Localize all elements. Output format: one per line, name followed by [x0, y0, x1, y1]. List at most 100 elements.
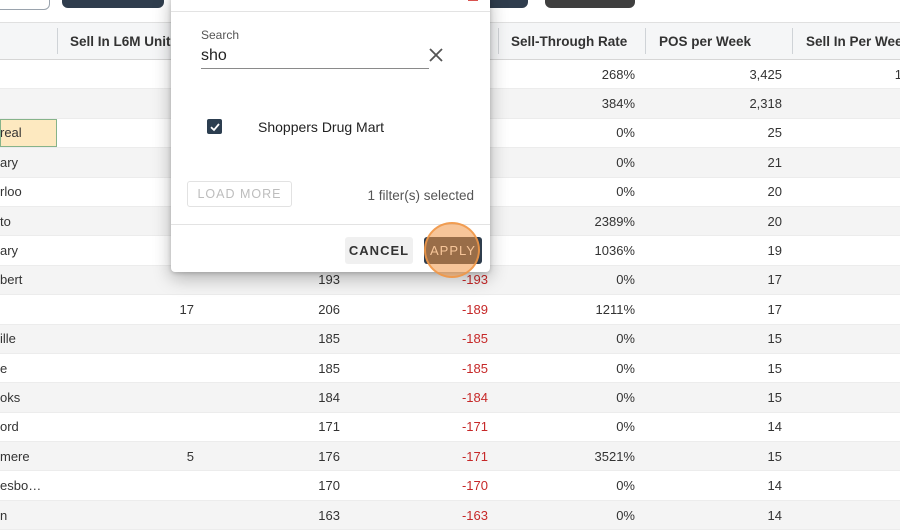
cell-sell-in-l6m-units[interactable]: 193	[318, 272, 340, 288]
row-name-cell[interactable]: ille	[0, 331, 16, 347]
header-pos-per-week[interactable]: POS per Week	[659, 33, 752, 49]
cell-pos-per-week[interactable]: 19	[767, 243, 782, 259]
row-name-cell[interactable]: bert	[0, 272, 23, 288]
cell-sell-in-per-week[interactable]: 1	[894, 66, 900, 82]
row-name-cell[interactable]: real	[0, 118, 57, 148]
cell-variance[interactable]: -163	[461, 507, 488, 523]
cell-sell-in-l6m-units[interactable]: 184	[318, 389, 340, 405]
filter-count: 1 filter(s) selected	[367, 188, 474, 203]
row-name-cell[interactable]: to	[0, 213, 11, 229]
header-separator	[792, 28, 793, 54]
cell-col-a[interactable]: 5	[186, 448, 194, 464]
cell-col-a[interactable]: 17	[179, 301, 194, 317]
load-more-button[interactable]: LOAD MORE	[187, 181, 292, 207]
row-name-cell[interactable]: ord	[0, 419, 19, 435]
toolbar-button-primary[interactable]	[62, 0, 164, 8]
row-name-cell[interactable]: esbo…	[0, 478, 42, 494]
cell-pos-per-week[interactable]: 15	[767, 331, 782, 347]
table-row[interactable]: ille 185 -185 0% 15	[0, 324, 900, 354]
filter-dialog: Search Shoppers Drug Mart LOAD MORE 1 fi…	[171, 0, 490, 272]
row-name-cell[interactable]: rloo	[0, 184, 22, 200]
cell-pos-per-week[interactable]: 17	[767, 301, 782, 317]
row-name-cell[interactable]	[0, 60, 57, 88]
row-name-cell[interactable]	[0, 295, 57, 323]
header-separator	[57, 28, 58, 54]
row-name-cell[interactable]: e	[0, 360, 8, 376]
cell-pos-per-week[interactable]: 14	[767, 478, 782, 494]
cell-sell-through-rate[interactable]: 0%	[616, 272, 635, 288]
option-checkbox[interactable]	[207, 119, 222, 134]
cell-pos-per-week[interactable]: 25	[767, 125, 782, 141]
table-row[interactable]: ord 171 -171 0% 14	[0, 413, 900, 443]
table-row[interactable]: mere 5 176 -171 3521% 15	[0, 442, 900, 472]
cell-pos-per-week[interactable]: 21	[767, 154, 782, 170]
cell-pos-per-week[interactable]: 15	[767, 448, 782, 464]
cell-variance[interactable]: -171	[461, 448, 488, 464]
cell-sell-through-rate[interactable]: 3521%	[594, 448, 635, 464]
cell-variance[interactable]: -170	[461, 478, 488, 494]
table-row[interactable]: esbo… 170 -170 0% 14	[0, 471, 900, 501]
cell-sell-through-rate[interactable]: 0%	[616, 478, 635, 494]
row-name-cell[interactable]: n	[0, 507, 8, 523]
cell-sell-through-rate[interactable]: 0%	[616, 184, 635, 200]
cell-pos-per-week[interactable]: 17	[767, 272, 782, 288]
search-label: Search	[201, 28, 240, 42]
close-icon[interactable]	[468, 0, 478, 1]
header-sell-in-l6m-units[interactable]: Sell In L6M Units	[70, 33, 179, 49]
cell-sell-through-rate[interactable]: 268%	[601, 66, 635, 82]
cell-pos-per-week[interactable]: 14	[767, 419, 782, 435]
row-name-cell[interactable]: oks	[0, 389, 21, 405]
cell-sell-in-l6m-units[interactable]: 176	[318, 448, 340, 464]
cell-sell-through-rate[interactable]: 0%	[616, 331, 635, 347]
cell-variance[interactable]: -189	[461, 301, 488, 317]
cell-sell-through-rate[interactable]: 0%	[616, 389, 635, 405]
cancel-button[interactable]: CANCEL	[345, 237, 413, 264]
apply-button[interactable]: APPLY	[424, 237, 482, 264]
table-row[interactable]: e 185 -185 0% 15	[0, 354, 900, 384]
table-row[interactable]: oks 184 -184 0% 15	[0, 383, 900, 413]
search-input[interactable]	[201, 44, 429, 69]
cell-sell-in-l6m-units[interactable]: 163	[318, 507, 340, 523]
cell-sell-through-rate[interactable]: 0%	[616, 507, 635, 523]
cell-pos-per-week[interactable]: 3,425	[749, 66, 782, 82]
cell-pos-per-week[interactable]: 20	[767, 213, 782, 229]
cell-pos-per-week[interactable]: 20	[767, 184, 782, 200]
cell-sell-through-rate[interactable]: 2389%	[594, 213, 635, 229]
cell-variance[interactable]: -185	[461, 360, 488, 376]
header-sell-through-rate[interactable]: Sell-Through Rate	[511, 33, 628, 49]
cell-sell-through-rate[interactable]: 1211%	[595, 301, 635, 317]
cell-sell-through-rate[interactable]: 0%	[616, 419, 635, 435]
row-name-cell[interactable]: ary	[0, 243, 19, 259]
cell-sell-through-rate[interactable]: 1036%	[594, 243, 635, 259]
cell-pos-per-week[interactable]: 2,318	[749, 96, 782, 112]
row-name-cell[interactable]: ary	[0, 154, 19, 170]
cell-sell-through-rate[interactable]: 0%	[616, 154, 635, 170]
cell-sell-in-l6m-units[interactable]: 171	[318, 419, 340, 435]
header-sell-in-per-week[interactable]: Sell In Per Week	[806, 33, 900, 49]
cell-sell-in-l6m-units[interactable]: 170	[318, 478, 340, 494]
divider	[171, 11, 490, 12]
row-name-cell[interactable]	[0, 89, 57, 117]
cell-sell-through-rate[interactable]: 384%	[601, 96, 635, 112]
cell-pos-per-week[interactable]: 15	[767, 389, 782, 405]
table-row[interactable]: 17 206 -189 1211% 17	[0, 295, 900, 325]
cell-variance[interactable]: -185	[461, 331, 488, 347]
row-name-cell[interactable]: mere	[0, 448, 30, 464]
table-row[interactable]: n 163 -163 0% 14	[0, 500, 900, 530]
cell-pos-per-week[interactable]: 15	[767, 360, 782, 376]
option-label-shoppers-drug-mart[interactable]: Shoppers Drug Mart	[258, 119, 385, 135]
cell-variance[interactable]: -171	[461, 419, 488, 435]
cell-sell-through-rate[interactable]: 0%	[616, 360, 635, 376]
header-separator	[645, 28, 646, 54]
cell-sell-in-l6m-units[interactable]: 206	[318, 301, 340, 317]
toolbar-button-dark[interactable]	[545, 0, 635, 8]
cell-variance[interactable]: -184	[461, 389, 488, 405]
cell-sell-in-l6m-units[interactable]: 185	[318, 360, 340, 376]
header-separator	[498, 28, 499, 54]
toolbar-button-outline[interactable]	[0, 0, 50, 10]
cell-pos-per-week[interactable]: 14	[767, 507, 782, 523]
checkmark-icon	[209, 122, 220, 131]
cell-sell-through-rate[interactable]: 0%	[616, 125, 635, 141]
close-icon[interactable]	[427, 46, 445, 64]
cell-sell-in-l6m-units[interactable]: 185	[318, 331, 340, 347]
